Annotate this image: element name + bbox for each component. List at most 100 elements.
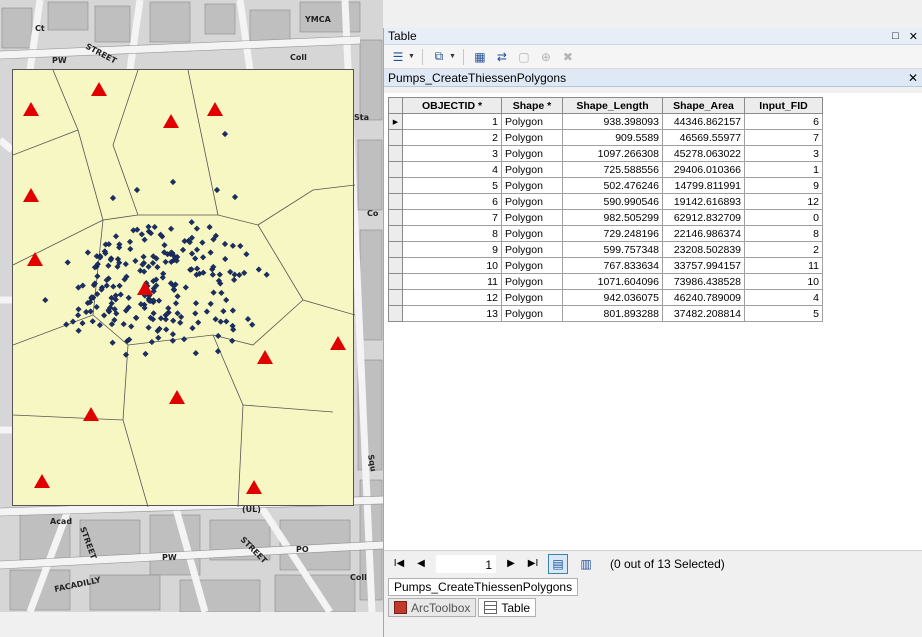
table-row[interactable]: 12 Polygon 942.036075 46240.789009 4 [388,289,823,306]
table-title-bar[interactable]: Table □ ✕ [384,28,922,45]
cell-input-fid[interactable]: 6 [744,113,823,130]
cell-shape[interactable]: Polygon [501,241,563,258]
row-selector[interactable] [388,241,403,258]
cell-shape[interactable]: Polygon [501,257,563,274]
table-row[interactable]: 13 Polygon 801.893288 37482.208814 5 [388,305,823,322]
table-options-icon[interactable]: ☰ [392,49,404,64]
cell-shape-area[interactable]: 33757.994157 [662,257,745,274]
cell-shape-length[interactable]: 938.398093 [562,113,663,130]
cell-shape-length[interactable]: 909.5589 [562,129,663,146]
cell-objectid[interactable]: 7 [402,209,502,226]
cell-objectid[interactable]: 6 [402,193,502,210]
cell-input-fid[interactable]: 2 [744,241,823,258]
cell-input-fid[interactable]: 4 [744,289,823,306]
cell-shape-area[interactable]: 46240.789009 [662,289,745,306]
cell-input-fid[interactable]: 7 [744,129,823,146]
cell-shape[interactable]: Polygon [501,113,563,130]
cell-shape[interactable]: Polygon [501,305,563,322]
cell-shape-length[interactable]: 599.757348 [562,241,663,258]
row-selector[interactable] [388,177,403,194]
delete-selected-icon[interactable]: ✖ [562,49,573,64]
table-row[interactable]: 9 Polygon 599.757348 23208.502839 2 [388,241,823,258]
cell-shape-area[interactable]: 73986.438528 [662,273,745,290]
cell-objectid[interactable]: 13 [402,305,502,322]
cell-objectid[interactable]: 4 [402,161,502,178]
row-selector[interactable] [388,273,403,290]
cell-shape[interactable]: Polygon [501,273,563,290]
row-selector-header[interactable] [388,97,403,114]
cell-objectid[interactable]: 9 [402,241,502,258]
row-selector[interactable] [388,193,403,210]
cell-shape-length[interactable]: 725.588556 [562,161,663,178]
tab-pumps-thiessen[interactable]: Pumps_CreateThiessenPolygons [388,578,579,596]
table-row[interactable]: 2 Polygon 909.5589 46569.55977 7 [388,129,823,146]
tab-table[interactable]: Table [478,598,537,617]
cell-input-fid[interactable]: 1 [744,161,823,178]
cell-shape-area[interactable]: 29406.010366 [662,161,745,178]
cell-shape-length[interactable]: 590.990546 [562,193,663,210]
table-row[interactable]: 6 Polygon 590.990546 19142.616893 12 [388,193,823,210]
cell-shape[interactable]: Polygon [501,177,563,194]
table-row[interactable]: 4 Polygon 725.588556 29406.010366 1 [388,161,823,178]
maximize-icon[interactable]: □ [892,29,899,42]
cell-shape-area[interactable]: 44346.862157 [662,113,745,130]
table-row[interactable]: ▶ 1 Polygon 938.398093 44346.862157 6 [388,113,823,130]
switch-selection-icon[interactable]: ⇄ [496,49,507,64]
cell-input-fid[interactable]: 0 [744,209,823,226]
map-view[interactable]: Ct PW Coll YMCA STREET Sta Acad PW PO Co… [0,0,383,612]
row-selector[interactable] [388,305,403,322]
table-row[interactable]: 3 Polygon 1097.266308 45278.063022 3 [388,145,823,162]
cell-input-fid[interactable]: 9 [744,177,823,194]
cell-shape-length[interactable]: 767.833634 [562,257,663,274]
close-icon[interactable]: ✕ [908,30,918,43]
table-row[interactable]: 5 Polygon 502.476246 14799.811991 9 [388,177,823,194]
column-header-shape-area[interactable]: Shape_Area [662,97,745,114]
cell-objectid[interactable]: 10 [402,257,502,274]
cell-shape-area[interactable]: 37482.208814 [662,305,745,322]
cell-shape[interactable]: Polygon [501,209,563,226]
column-header-objectid[interactable]: OBJECTID * [402,97,502,114]
previous-record-button[interactable]: ◀ [417,558,425,569]
next-record-button[interactable]: ▶ [507,558,515,569]
cell-shape[interactable]: Polygon [501,129,563,146]
cell-input-fid[interactable]: 10 [744,273,823,290]
table-row[interactable]: 8 Polygon 729.248196 22146.986374 8 [388,225,823,242]
row-selector[interactable] [388,161,403,178]
related-tables-dropdown-icon[interactable]: ▼ [448,53,456,60]
row-selector[interactable] [388,225,403,242]
cell-objectid[interactable]: 3 [402,145,502,162]
row-selector[interactable]: ▶ [388,113,403,130]
cell-shape-area[interactable]: 14799.811991 [662,177,745,194]
column-header-shape-length[interactable]: Shape_Length [562,97,663,114]
table-options-dropdown-icon[interactable]: ▼ [408,53,415,60]
current-record-field[interactable]: 1 [436,554,496,573]
cell-objectid[interactable]: 12 [402,289,502,306]
attribute-grid[interactable]: OBJECTID * Shape * Shape_Length Shape_Ar… [384,93,922,569]
column-header-shape[interactable]: Shape * [501,97,563,114]
clear-selection-icon[interactable]: ▢ [518,49,530,64]
cell-objectid[interactable]: 1 [402,113,502,130]
row-selector[interactable] [388,129,403,146]
select-by-attributes-icon[interactable]: ▦ [474,49,486,64]
cell-shape-length[interactable]: 502.476246 [562,177,663,194]
last-record-button[interactable]: ▶I [527,558,539,569]
cell-shape-length[interactable]: 729.248196 [562,225,663,242]
cell-objectid[interactable]: 8 [402,225,502,242]
tab-arctoolbox[interactable]: ArcToolbox [388,598,477,617]
cell-objectid[interactable]: 2 [402,129,502,146]
zoom-to-selected-icon[interactable]: ⊕ [540,49,551,64]
cell-shape-length[interactable]: 942.036075 [562,289,663,306]
cell-objectid[interactable]: 11 [402,273,502,290]
cell-shape[interactable]: Polygon [501,193,563,210]
cell-input-fid[interactable]: 5 [744,305,823,322]
cell-shape-area[interactable]: 22146.986374 [662,225,745,242]
table-row[interactable]: 10 Polygon 767.833634 33757.994157 11 [388,257,823,274]
cell-input-fid[interactable]: 3 [744,145,823,162]
cell-input-fid[interactable]: 8 [744,225,823,242]
cell-shape-area[interactable]: 23208.502839 [662,241,745,258]
cell-shape-area[interactable]: 19142.616893 [662,193,745,210]
cell-shape-length[interactable]: 801.893288 [562,305,663,322]
cell-shape-area[interactable]: 45278.063022 [662,145,745,162]
row-selector[interactable] [388,257,403,274]
cell-input-fid[interactable]: 12 [744,193,823,210]
